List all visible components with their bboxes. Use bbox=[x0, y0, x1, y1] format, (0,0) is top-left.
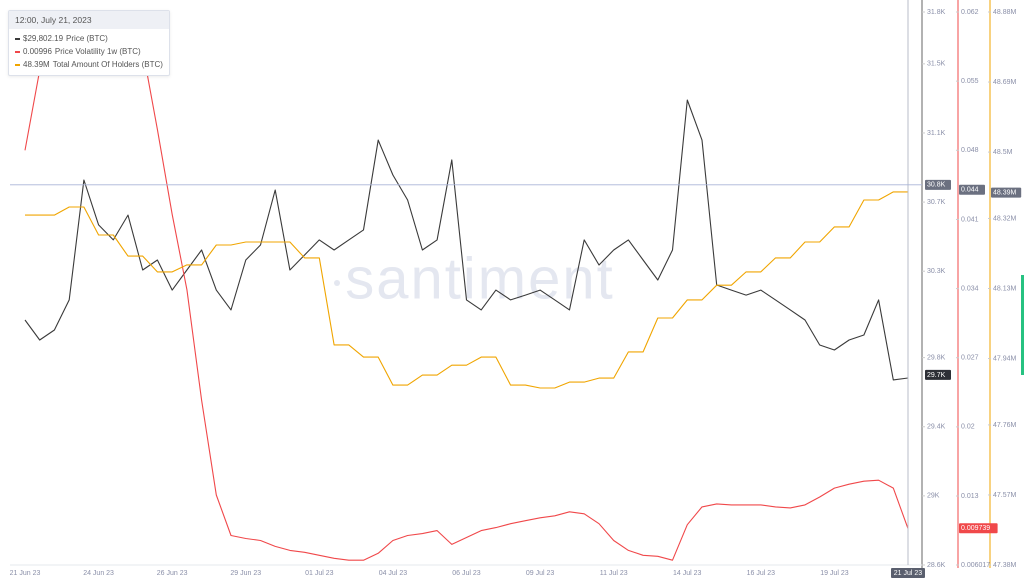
crosshair-label: 48.39M bbox=[993, 189, 1017, 196]
last-value-label: 0.009739 bbox=[961, 525, 990, 532]
y-tick-label: 0.055 bbox=[961, 78, 979, 85]
tooltip-rows: $29,802.19 Price (BTC) 0.00996 Price Volati… bbox=[9, 29, 169, 75]
y-tick-label: 31.5K bbox=[927, 61, 946, 68]
y-tick-label: 31.1K bbox=[927, 130, 946, 137]
legend-entry: Price (BTC) bbox=[66, 34, 108, 43]
y-tick-label: 28.6K bbox=[927, 562, 946, 569]
tooltip-value: 48.39M bbox=[23, 60, 50, 69]
y-tick-label: 0.034 bbox=[961, 285, 979, 292]
legend-swatch bbox=[15, 50, 20, 53]
y-tick-label: 47.38M bbox=[993, 562, 1017, 569]
y-tick-label: 30.7K bbox=[927, 199, 946, 206]
crosshair-label: 0.044 bbox=[961, 187, 979, 194]
crosshair-label: 30.8K bbox=[927, 182, 946, 189]
x-tick-label: 21 Jul 23 bbox=[894, 570, 923, 577]
tooltip-value: 0.00996 bbox=[23, 47, 52, 56]
y-tick-label: 48.69M bbox=[993, 79, 1017, 86]
x-tick-label: 11 Jul 23 bbox=[600, 570, 628, 577]
series-line bbox=[24, 99, 909, 381]
y-tick-label: 0.02 bbox=[961, 424, 975, 431]
y-tick-label: 30.3K bbox=[927, 268, 946, 275]
last-value-label: 29.7K bbox=[927, 372, 946, 379]
x-tick-label: 09 Jul 23 bbox=[526, 570, 555, 577]
last-value-box bbox=[959, 523, 998, 534]
watermark-dot bbox=[334, 280, 340, 286]
y-tick-label: 47.57M bbox=[993, 492, 1017, 499]
y-tick-label: 48.32M bbox=[993, 215, 1017, 222]
tooltip: 12:00, July 21, 2023 $29,802.19 Price (BT… bbox=[8, 10, 170, 76]
y-tick-label: 29.8K bbox=[927, 354, 946, 361]
y-tick-label: 48.13M bbox=[993, 285, 1017, 292]
tooltip-row: $29,802.19 Price (BTC) bbox=[9, 32, 169, 45]
last-value-box bbox=[925, 369, 951, 380]
plot-area bbox=[24, 12, 909, 561]
crosshair-box bbox=[925, 179, 951, 190]
tooltip-row: 0.00996 Price Volatility 1w (BTC) bbox=[9, 45, 169, 58]
y-tick-label: 0.013 bbox=[961, 493, 979, 500]
legend-entry: Price Volatility 1w (BTC) bbox=[54, 47, 141, 56]
y-tick-label: 29.4K bbox=[927, 424, 946, 431]
y-tick-label: 31.8K bbox=[927, 9, 946, 16]
tooltip-value: $29,802.19 bbox=[23, 34, 64, 43]
side-indicator bbox=[1021, 275, 1024, 375]
series-line bbox=[25, 191, 908, 389]
crosshair-box bbox=[959, 184, 985, 195]
y-tick-label: 0.048 bbox=[961, 147, 979, 154]
x-tick-label: 04 Jul 23 bbox=[379, 570, 408, 577]
watermark: santiment bbox=[345, 246, 614, 311]
x-tick-label: 21 Jun 23 bbox=[10, 570, 41, 577]
y-tick-label: 29K bbox=[927, 493, 940, 500]
x-tick-label: 19 Jul 23 bbox=[820, 570, 849, 577]
tooltip-title: 12:00, July 21, 2023 bbox=[9, 11, 169, 29]
x-tick-label: 26 Jun 23 bbox=[157, 570, 188, 577]
x-tick-label: 01 Jul 23 bbox=[305, 570, 334, 577]
tooltip-row: 48.39M Total Amount Of Holders (BTC) bbox=[9, 58, 169, 71]
y-tick-label: 48.5M bbox=[993, 149, 1013, 156]
x-tick-label: 24 Jun 23 bbox=[83, 570, 114, 577]
legend-swatch bbox=[15, 63, 20, 66]
crosshair-box bbox=[991, 187, 1022, 198]
y-tick-label: 47.94M bbox=[993, 355, 1017, 362]
legend-entry: Total Amount Of Holders (BTC) bbox=[52, 60, 163, 69]
x-highlight-box bbox=[891, 568, 925, 578]
x-tick-label: 06 Jul 23 bbox=[452, 570, 481, 577]
y-tick-label: 0.027 bbox=[961, 355, 979, 362]
legend-swatch bbox=[15, 37, 20, 40]
y-tick-label: 0.041 bbox=[961, 216, 979, 223]
x-tick-label: 14 Jul 23 bbox=[673, 570, 702, 577]
x-tick-label: 29 Jun 23 bbox=[230, 570, 261, 577]
y-tick-label: 48.88M bbox=[993, 9, 1017, 16]
y-tick-label: 0.006017 bbox=[961, 562, 990, 569]
series-line bbox=[24, 12, 909, 561]
y-tick-label: 0.062 bbox=[961, 9, 979, 16]
y-tick-label: 47.76M bbox=[993, 422, 1017, 429]
x-tick-label: 16 Jul 23 bbox=[747, 570, 776, 577]
